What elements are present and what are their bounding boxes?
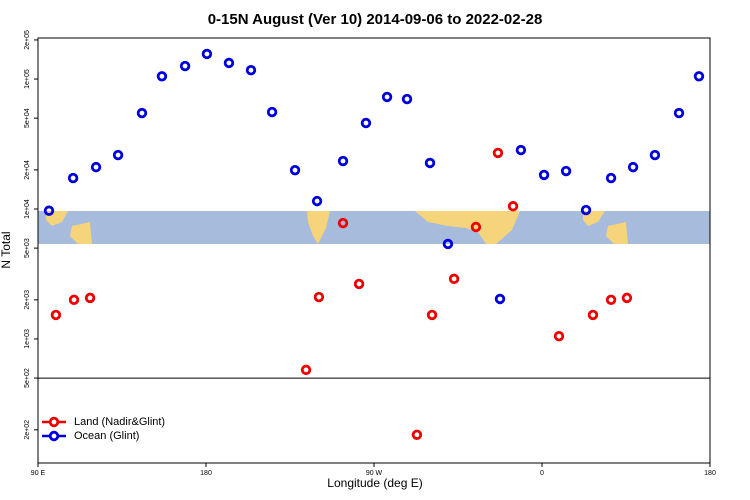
point bbox=[401, 93, 413, 105]
y-axis-label: N Total bbox=[0, 231, 13, 268]
point bbox=[43, 205, 55, 216]
point bbox=[627, 161, 639, 173]
point bbox=[381, 91, 393, 103]
point bbox=[67, 172, 79, 184]
point bbox=[411, 429, 423, 440]
point bbox=[424, 157, 436, 169]
plot-frame bbox=[37, 37, 711, 464]
y-tick-label: 5e+02 bbox=[24, 368, 31, 388]
y-tick-label: 1e+03 bbox=[24, 329, 31, 349]
point bbox=[448, 273, 460, 285]
point bbox=[313, 291, 325, 303]
x-tick-label: 90 W bbox=[366, 470, 383, 477]
point bbox=[470, 221, 482, 233]
point bbox=[223, 57, 235, 69]
point bbox=[156, 71, 168, 82]
y-tick-label: 1e+04 bbox=[24, 199, 31, 219]
y-tick-label: 2e+02 bbox=[24, 420, 31, 440]
point bbox=[580, 204, 592, 216]
point bbox=[621, 292, 633, 304]
point bbox=[426, 309, 438, 321]
x-tick-label: 180 bbox=[704, 470, 716, 477]
legend-marker bbox=[48, 416, 60, 428]
y-tick-label: 5e+03 bbox=[24, 238, 31, 258]
point bbox=[492, 147, 504, 159]
x-tick-label: 90 E bbox=[31, 470, 46, 477]
y-tick-label: 5e+04 bbox=[24, 108, 31, 128]
chart-title: 0-15N August (Ver 10) 2014-09-06 to 2022… bbox=[208, 11, 543, 28]
y-tick-label: 2e+05 bbox=[24, 30, 31, 50]
point bbox=[50, 309, 62, 321]
point bbox=[693, 71, 705, 82]
point bbox=[136, 107, 148, 119]
point bbox=[605, 294, 617, 306]
point bbox=[300, 364, 312, 376]
point bbox=[353, 278, 365, 290]
y-tick-label: 2e+03 bbox=[24, 290, 31, 310]
map-band bbox=[38, 211, 710, 244]
point bbox=[605, 172, 617, 184]
point bbox=[553, 330, 565, 342]
point bbox=[84, 292, 96, 304]
point bbox=[112, 149, 124, 161]
point bbox=[289, 164, 301, 176]
point bbox=[673, 107, 685, 119]
x-tick-label: 180 bbox=[200, 470, 212, 477]
point bbox=[587, 309, 599, 321]
point bbox=[538, 169, 550, 181]
point bbox=[360, 117, 372, 129]
point bbox=[68, 294, 80, 306]
point bbox=[494, 293, 506, 305]
point bbox=[560, 165, 572, 177]
point bbox=[507, 201, 519, 212]
point bbox=[179, 60, 191, 72]
point bbox=[90, 161, 102, 173]
point bbox=[245, 64, 257, 76]
point bbox=[337, 155, 349, 167]
point bbox=[266, 106, 278, 118]
y-tick-label: 2e+04 bbox=[24, 160, 31, 180]
legend-label: Ocean (Glint) bbox=[74, 430, 139, 442]
point bbox=[515, 144, 527, 156]
point bbox=[201, 48, 213, 60]
point bbox=[649, 149, 661, 161]
y-tick-label: 1e+05 bbox=[24, 69, 31, 89]
point bbox=[337, 217, 349, 229]
x-tick-label: 0 bbox=[540, 470, 544, 477]
point bbox=[442, 238, 454, 250]
point bbox=[311, 195, 323, 207]
x-axis-label: Longitude (deg E) bbox=[327, 476, 422, 490]
legend-label: Land (Nadir&Glint) bbox=[74, 416, 165, 428]
legend-marker bbox=[48, 430, 60, 442]
